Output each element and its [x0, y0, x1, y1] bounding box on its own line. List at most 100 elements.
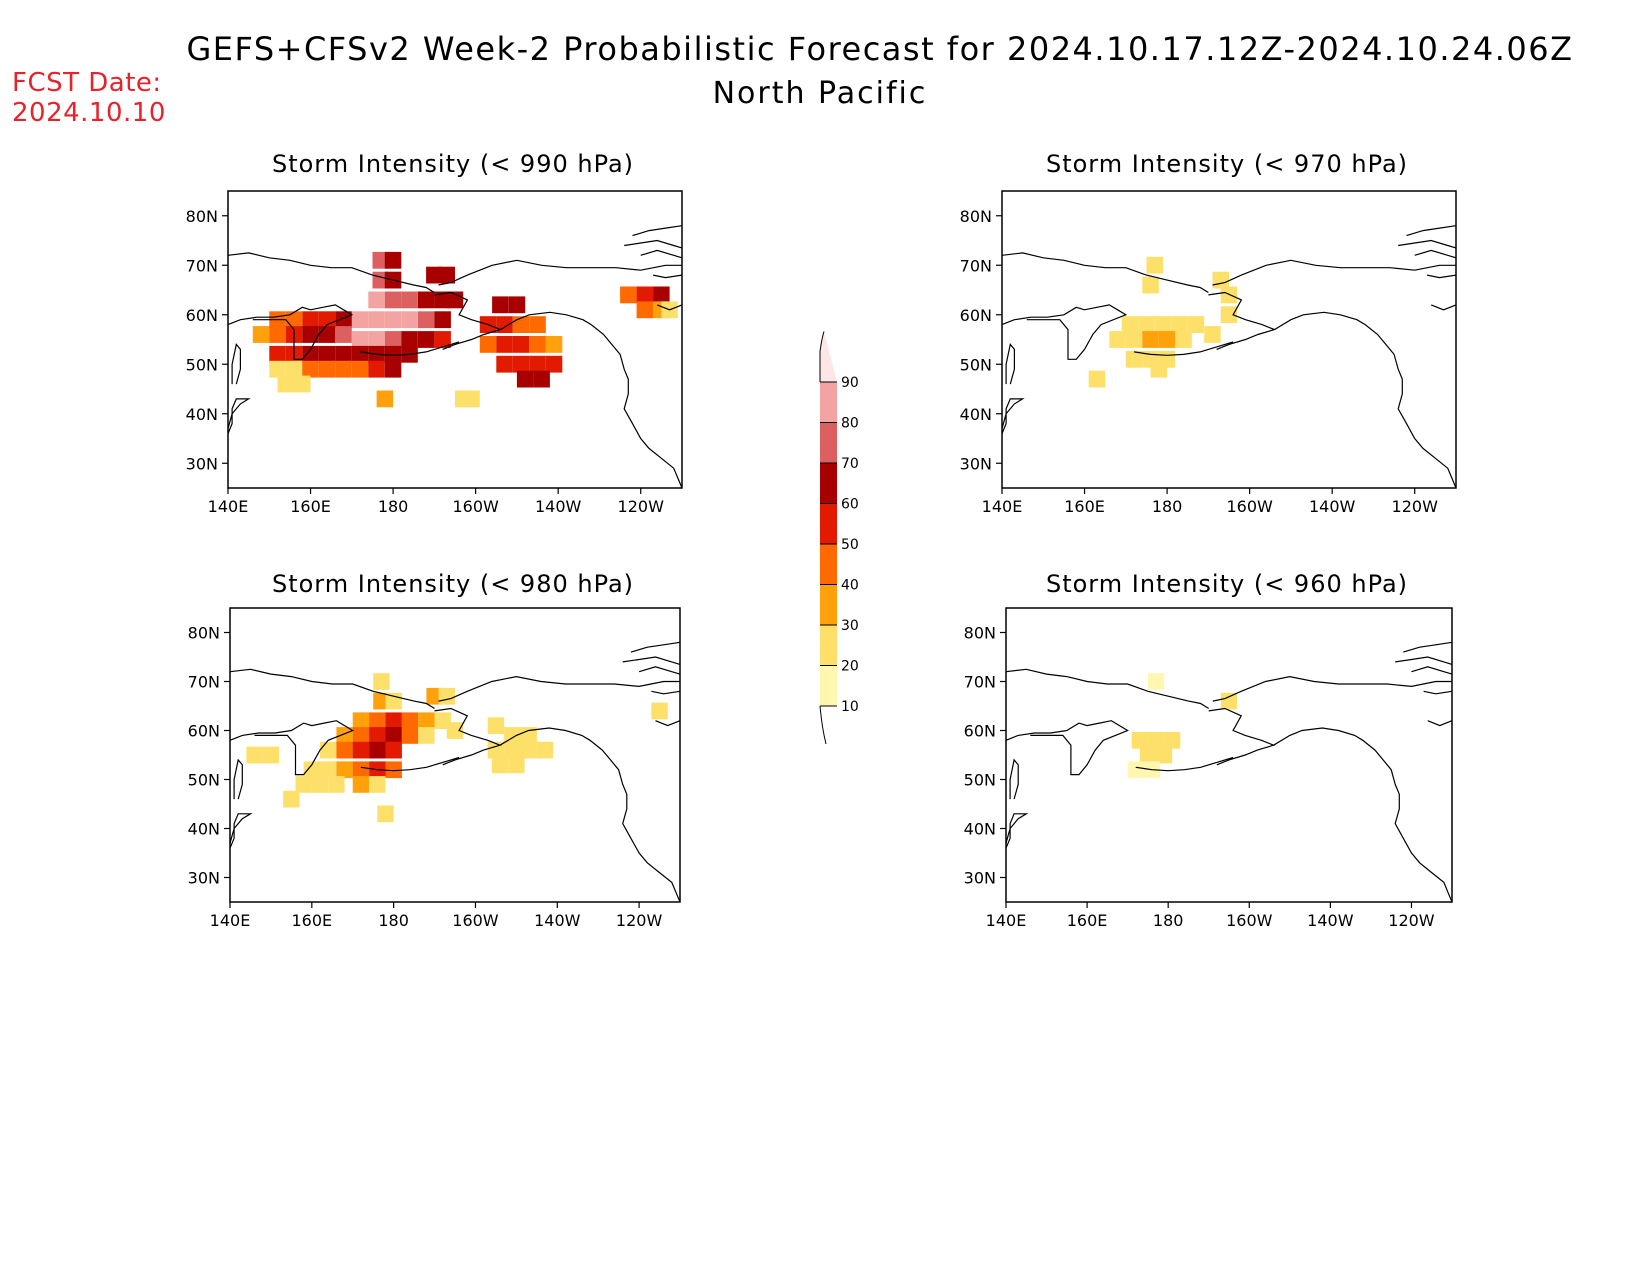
coastline [1398, 239, 1457, 249]
probability-cell [1164, 732, 1181, 749]
probability-cell [368, 311, 385, 329]
probability-cell [479, 336, 497, 353]
probability-cell [401, 727, 419, 744]
probability-cell [384, 331, 402, 348]
coastline [1430, 304, 1457, 311]
probability-cell [401, 712, 419, 730]
y-tick-label: 40N [188, 820, 220, 839]
figure-title: GEFS+CFSv2 Week-2 Probabilistic Forecast… [186, 30, 1574, 68]
colorbar-swatch [820, 544, 837, 585]
y-tick-label: 70N [186, 256, 218, 275]
fcst-date: 2024.10.10 [12, 98, 166, 128]
probability-cell [320, 741, 337, 759]
probability-cell [262, 746, 280, 764]
map-panel-p980: 140E 160E 180 160W 140W 120W 80N 70N 60N 50N 40N 30… [188, 607, 681, 930]
colorbar-label: 30 [841, 618, 859, 634]
colorbar-label: 50 [841, 537, 859, 553]
probability-cell [1147, 673, 1165, 690]
probability-cell [318, 345, 336, 363]
probability-cell [302, 345, 319, 363]
probability-cell [351, 360, 369, 378]
probability-cell [269, 345, 286, 363]
x-tick-label: 140W [534, 911, 581, 930]
probability-cell [496, 336, 513, 353]
x-tick-label: 120W [616, 911, 663, 930]
colorbar-swatch [820, 584, 837, 625]
figure-subtitle: North Pacific [712, 76, 928, 111]
y-tick-label: 80N [960, 207, 992, 226]
coastline [1208, 291, 1277, 350]
coastline [1135, 756, 1234, 772]
colorbar-swatch [820, 463, 837, 504]
coastline [640, 249, 683, 259]
colorbar-label: 60 [841, 497, 859, 513]
probability-cell [1127, 761, 1144, 779]
x-tick-label: 140E [986, 911, 1027, 930]
probability-cell [352, 761, 370, 779]
colorbar-top-cap [819, 331, 825, 382]
probability-cell [418, 712, 435, 730]
probability-cell [302, 360, 319, 378]
probability-cell [496, 355, 513, 373]
probability-cell [512, 355, 530, 373]
probability-cell [1204, 326, 1221, 343]
probability-cell [492, 296, 509, 314]
panel-frame [1005, 607, 1453, 903]
coastline [655, 720, 681, 727]
probability-cell [504, 741, 521, 759]
y-tick-label: 30N [960, 454, 992, 473]
probability-cell [1121, 316, 1139, 333]
probability-cell [352, 776, 370, 793]
coastline [656, 304, 683, 311]
probability-cell [368, 291, 385, 309]
colorbar-bottom-cap [819, 705, 827, 745]
probability-cell [1158, 331, 1176, 348]
coastline [1134, 341, 1234, 356]
probability-cell [529, 336, 546, 353]
probability-cell [269, 326, 286, 343]
colorbar-label: 20 [841, 659, 859, 675]
coastline [1273, 727, 1453, 903]
probability-cell [653, 286, 670, 304]
probability-cell [487, 717, 505, 734]
coastline [1406, 225, 1457, 237]
probability-cell [651, 702, 668, 720]
probability-cell [636, 301, 654, 319]
coastline [434, 707, 502, 766]
x-tick-label: 140W [535, 497, 582, 516]
probability-cell [246, 746, 263, 764]
probability-cell [335, 345, 352, 363]
x-tick-label: 160E [1064, 497, 1105, 516]
probability-cell [302, 311, 319, 329]
coastline [231, 343, 241, 385]
probability-cell [520, 741, 537, 759]
coastline [1411, 666, 1453, 675]
colorbar-label: 10 [841, 699, 859, 715]
x-tick-label: 140E [982, 497, 1023, 516]
probability-cell [1171, 316, 1188, 333]
probability-cell [252, 326, 270, 343]
probability-cell [487, 741, 505, 759]
y-tick-label: 60N [188, 722, 220, 741]
probability-cell [302, 326, 319, 343]
probability-cell [512, 336, 530, 353]
probability-cell [1142, 276, 1159, 294]
coastline [229, 813, 253, 849]
probability-cell [1187, 316, 1205, 333]
probability-cell [351, 345, 369, 363]
probability-cell [1156, 746, 1173, 764]
probability-cell [446, 722, 464, 739]
probability-cell [336, 727, 353, 744]
x-tick-label: 160E [290, 497, 331, 516]
colorbar: 10 20 30 40 50 60 70 80 90 [819, 331, 859, 745]
y-tick-label: 40N [964, 820, 996, 839]
probability-cell [384, 291, 402, 309]
panel-title-960: Storm Intensity (< 960 hPa) [1045, 570, 1409, 598]
probability-cell [1142, 331, 1159, 348]
probability-cell [401, 311, 418, 329]
coastline [638, 666, 681, 675]
y-tick-label: 80N [186, 207, 218, 226]
probability-cell [438, 687, 455, 705]
coastline [500, 311, 683, 489]
probability-cell [418, 727, 435, 744]
